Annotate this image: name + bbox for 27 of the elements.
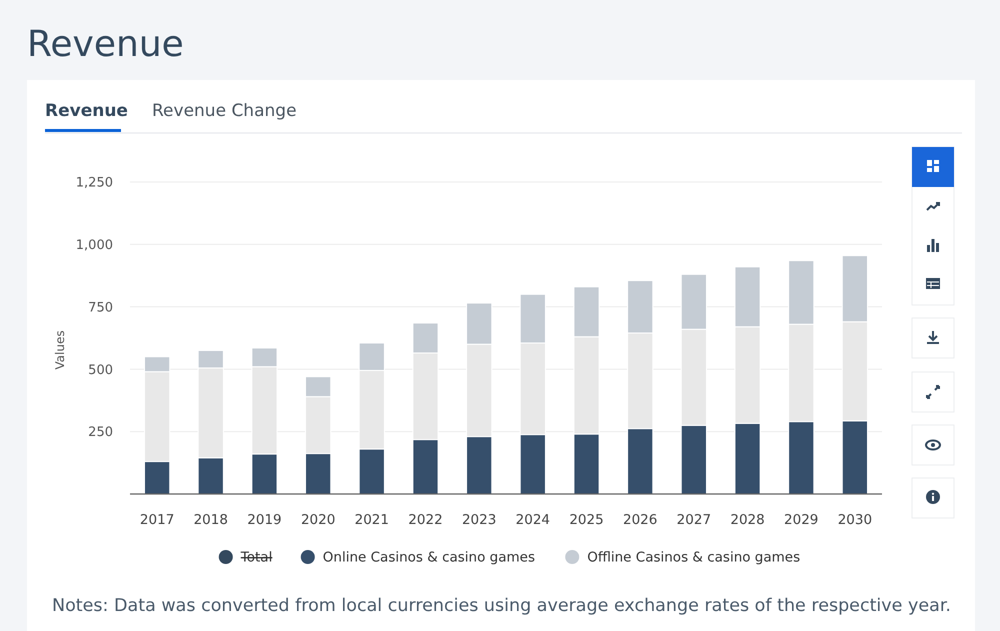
text: Revenue xyxy=(45,101,128,121)
text: Revenue Change xyxy=(152,101,297,121)
y-tick-label: 750 xyxy=(88,300,113,316)
legend-label: Offline Casinos & casino games xyxy=(587,550,800,566)
x-tick-label: 2024 xyxy=(516,512,550,528)
y-tick-label: 1,000 xyxy=(76,238,113,253)
legend-label: Total xyxy=(240,550,272,566)
x-tick-label: 2022 xyxy=(408,512,443,528)
x-tick-label: 2021 xyxy=(354,512,389,528)
x-tick-label: 2019 xyxy=(247,512,282,528)
y-axis-title: Values xyxy=(53,330,67,370)
x-tick-label: 2020 xyxy=(300,512,336,528)
x-tick-label: 2029 xyxy=(784,512,818,528)
legend-label: Online Casinos & casino games xyxy=(322,550,536,566)
x-tick-label: 2026 xyxy=(623,512,658,528)
x-tick-label: 2028 xyxy=(730,512,765,528)
y-tick-label: 1,250 xyxy=(76,176,113,191)
x-tick-label: 2017 xyxy=(140,512,174,528)
x-tick-label: 2030 xyxy=(838,512,872,528)
x-tick-label: 2023 xyxy=(462,512,496,528)
x-tick-label: 2018 xyxy=(194,512,228,528)
x-tick-label: 2025 xyxy=(569,512,604,528)
y-tick-label: 500 xyxy=(88,362,113,378)
y-tick-label: 250 xyxy=(88,425,113,440)
text: Notes: Data was converted from local currencies using average exchange rates of the respective year. xyxy=(52,596,951,616)
x-tick-label: 2027 xyxy=(676,512,712,528)
chart-title: Revenue xyxy=(27,24,184,65)
